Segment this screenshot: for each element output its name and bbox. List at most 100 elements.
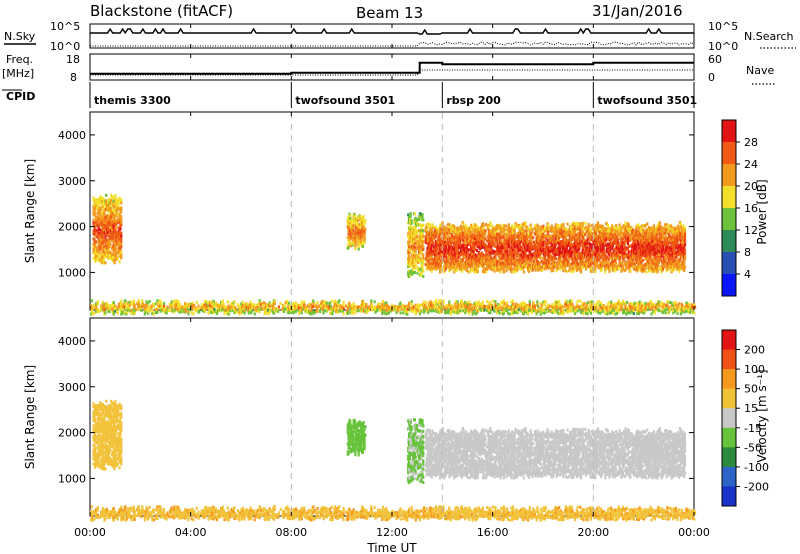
power-cell [589, 227, 592, 231]
power-cell [163, 304, 166, 308]
power-cell [663, 259, 666, 263]
power-cell [92, 248, 95, 252]
power-cell [546, 222, 549, 226]
power-cell [428, 256, 432, 260]
power-cell [152, 304, 156, 308]
power-cell [678, 267, 681, 270]
power-cell [249, 300, 252, 304]
power-cell [425, 259, 428, 263]
power-cell [504, 247, 507, 251]
power-cell [489, 231, 492, 235]
power-cell [520, 267, 523, 271]
power-cell [473, 267, 476, 271]
power-cell [412, 271, 415, 274]
power-cell [500, 239, 503, 243]
power-cell [186, 307, 189, 311]
power-cell [105, 199, 108, 203]
power-cell [348, 237, 351, 241]
power-cell [665, 247, 668, 251]
power-cell [572, 229, 575, 233]
power-cell [558, 256, 562, 260]
power-cell [656, 232, 659, 236]
power-cell [489, 253, 492, 257]
power-cell [665, 252, 668, 256]
power-cell [566, 233, 569, 237]
power-cell [503, 232, 506, 236]
power-cell [92, 303, 95, 307]
power-cell [151, 312, 154, 315]
power-cell [471, 244, 474, 248]
power-cell [571, 264, 574, 268]
power-cell [470, 256, 473, 260]
power-cell [533, 243, 536, 247]
power-cell [357, 247, 360, 251]
power-cell [677, 224, 680, 228]
power-cell [128, 306, 131, 310]
power-cell [184, 309, 187, 313]
power-cell [91, 312, 94, 316]
power-cell [428, 223, 432, 227]
power-cell [357, 244, 360, 248]
power-cell [542, 227, 545, 231]
power-cell [544, 267, 547, 271]
power-cell [527, 268, 530, 272]
power-cell [450, 227, 453, 231]
power-cell [233, 300, 236, 304]
power-cell [523, 235, 526, 239]
power-cell [97, 225, 100, 229]
power-cell [540, 240, 543, 244]
power-cell [569, 254, 572, 258]
power-cell [107, 248, 110, 252]
power-cell [558, 227, 561, 231]
power-cell [496, 268, 499, 272]
power-cell [303, 300, 306, 304]
power-cell [102, 258, 105, 262]
power-cell [518, 225, 521, 229]
power-cell [503, 252, 506, 255]
power-cell [606, 261, 609, 265]
power-cell [421, 215, 424, 219]
power-cell [310, 312, 313, 316]
power-cell [208, 309, 211, 313]
power-cell [94, 212, 97, 216]
power-cell [578, 247, 581, 251]
power-cell [605, 233, 609, 237]
power-cell [579, 267, 583, 271]
power-cell [666, 251, 669, 255]
power-cell [565, 241, 568, 245]
power-cell [415, 231, 418, 235]
power-cell [446, 231, 449, 235]
power-cell [175, 301, 178, 305]
power-cell [411, 244, 414, 248]
power-cell [656, 270, 659, 274]
power-cell [467, 262, 470, 266]
power-cell [325, 301, 328, 305]
power-cell [674, 228, 677, 232]
power-cell [247, 311, 250, 315]
power-cell [418, 267, 421, 271]
power-cell [681, 238, 684, 242]
power-cell [513, 247, 516, 251]
power-cell [663, 243, 666, 246]
power-cell [597, 248, 600, 252]
power-cell [115, 233, 118, 237]
power-cell [418, 253, 421, 257]
power-cell [513, 234, 516, 237]
power-cell [604, 267, 607, 271]
power-cell [137, 299, 140, 303]
station-title: Blackstone (fitACF) [90, 2, 233, 20]
power-cell [181, 308, 184, 312]
power-cell [422, 240, 425, 244]
power-cell [163, 301, 166, 305]
power-cell [355, 226, 358, 230]
power-cell [92, 196, 95, 200]
power-cell [107, 254, 110, 258]
power-cell [471, 225, 474, 229]
power-cell [476, 270, 479, 273]
power-cell [450, 265, 453, 269]
power-cell [97, 203, 100, 207]
power-cell [355, 223, 359, 227]
power-cell [301, 305, 304, 309]
power-cell [661, 238, 664, 241]
power-cell [410, 221, 413, 225]
